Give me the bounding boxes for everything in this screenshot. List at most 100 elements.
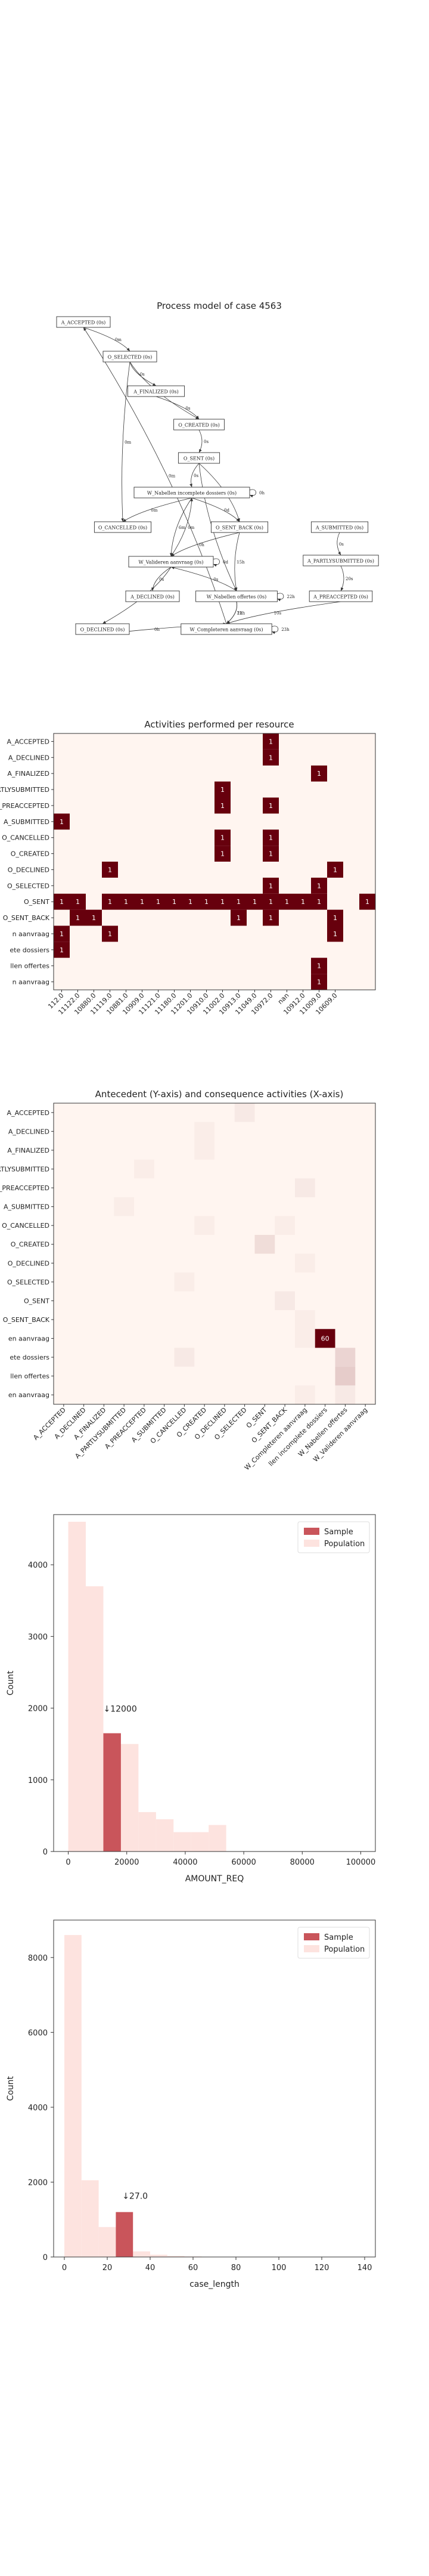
heatmap-y-tick-label: A_ACCEPTED [7, 738, 49, 745]
process-edge-label: 1h [237, 611, 243, 616]
activities-heatmap-title: Activities performed per resource [144, 719, 294, 730]
heatmap-cell [134, 893, 150, 910]
heatmap-cell-value: 1 [124, 898, 128, 906]
heatmap-y-tick-label: A_PREACCEPTED [0, 1184, 49, 1192]
heatmap-y-tick-label: O_DECLINED [8, 1259, 49, 1267]
heatmap-cell [275, 1216, 295, 1235]
heatmap-cell [311, 893, 327, 910]
process-node-label: W_Nabellen incomplete dossiers (0s) [147, 491, 237, 496]
x-tick-label: 100000 [346, 1858, 376, 1867]
process-node-label: A_SUBMITTED (0s) [315, 525, 363, 531]
legend-swatch-sample [304, 1933, 319, 1940]
heatmap-cell-value: 1 [269, 898, 273, 906]
heatmap-cell-value: 1 [269, 738, 273, 745]
legend-label-sample: Sample [324, 1528, 353, 1537]
y-axis-label: Count [6, 2076, 15, 2101]
process-edge [191, 497, 240, 522]
process-edge [121, 361, 130, 522]
heatmap-cell-value: 1 [269, 834, 273, 842]
heatmap-cell-value: 1 [108, 866, 112, 874]
heatmap-cell [166, 893, 182, 910]
heatmap-cell [214, 797, 231, 814]
heatmap-cell [263, 797, 279, 814]
heatmap-cell [263, 846, 279, 862]
heatmap-cell [327, 925, 343, 942]
heatmap-cell-value: 1 [60, 818, 64, 826]
heatmap-cell [102, 925, 118, 942]
process-node-box [133, 487, 250, 499]
heatmap-cell-value: 1 [220, 850, 225, 858]
heatmap-cell [234, 1103, 255, 1122]
heatmap-cell [335, 1385, 356, 1404]
population-bar [68, 1522, 86, 1852]
y-tick-label: 1000 [28, 1776, 48, 1785]
histogram-frame [53, 1919, 376, 2258]
process-edge-label: 10s [274, 611, 282, 616]
heatmap-cell-value: 1 [365, 898, 369, 906]
legend-label-population: Population [324, 1540, 365, 1549]
process-edge [83, 327, 130, 352]
heatmap-cell-value: 1 [237, 898, 241, 906]
heatmap-y-tick-label: A_FINALIZED [7, 770, 49, 778]
process-self-edge [249, 489, 256, 498]
heatmap-cell-value: 1 [269, 802, 273, 810]
process-edge [83, 327, 227, 624]
heatmap-cell [70, 893, 86, 910]
heatmap-cell [194, 1216, 214, 1235]
process-node-label: A_PARTLYSUBMITTED (0s) [307, 559, 374, 564]
process-model-title: Process model of case 4563 [157, 301, 282, 311]
heatmap-cell-value: 1 [76, 914, 80, 922]
population-bar [81, 2180, 99, 2257]
process-node-label: W_Valideren aanvraag (0s) [139, 560, 204, 565]
population-bar [156, 1819, 174, 1852]
process-edge-label: 0m [125, 440, 131, 445]
process-node-label: A_DECLINED (0s) [130, 595, 175, 600]
x-tick-label: 0 [66, 1858, 70, 1867]
process-edge [122, 497, 192, 522]
process-node-label: O_SELECTED (0s) [108, 355, 153, 360]
process-node-box [309, 590, 373, 602]
population-bar [138, 1812, 156, 1852]
heatmap-cell-value: 1 [317, 770, 321, 778]
process-node-box [195, 590, 278, 602]
x-tick-label: 100 [272, 2264, 287, 2272]
legend-label-population: Population [324, 1945, 365, 1954]
heatmap-cell-value: 1 [220, 802, 225, 810]
heatmap-y-tick-label: O_CREATED [11, 850, 49, 858]
process-edge [189, 463, 200, 488]
x-tick-label: 80000 [290, 1858, 315, 1867]
heatmap-cell [311, 765, 327, 782]
heatmap-cell-value: 1 [140, 898, 144, 906]
heatmap-cell [327, 862, 343, 878]
heatmap-cell-value: 1 [92, 914, 96, 922]
heatmap-cell-value: 1 [333, 866, 337, 874]
heatmap-cell [263, 749, 279, 766]
y-tick-label: 4000 [28, 2104, 48, 2113]
heatmap-cell [214, 893, 231, 910]
process-node-box [127, 385, 185, 397]
process-edge-label: 0m [188, 525, 194, 530]
population-bar [64, 1935, 82, 2257]
heatmap-y-tick-label: n aanvraag [13, 979, 49, 986]
y-tick-label: 3000 [28, 1633, 48, 1642]
process-model-chart: Process model of case 4563 0m0s0s1s0s0s0… [56, 301, 379, 635]
x-tick-label: 60000 [231, 1858, 256, 1867]
heatmap-cell-value: 1 [317, 898, 321, 906]
process-edge [226, 601, 238, 624]
heatmap-cell [359, 893, 375, 910]
heatmap-cell [194, 1122, 214, 1141]
process-node-label: A_PREACCEPTED (0s) [313, 595, 368, 600]
process-node-box [125, 590, 180, 602]
heatmap-cell-value: 1 [220, 898, 225, 906]
population-bar [98, 2227, 116, 2257]
heatmap-x-tick-label: A_SUBMITTED [130, 1406, 168, 1444]
process-edge [198, 429, 203, 453]
heatmap-y-tick-label: llen offertes [10, 962, 49, 970]
heatmap-cell [247, 893, 263, 910]
heatmap-annotation: 60 [321, 1335, 329, 1343]
process-edge-label: 0s [213, 577, 218, 582]
heatmap-cell [254, 1234, 275, 1254]
process-edge-label: 15h [237, 560, 245, 565]
heatmap-cell [54, 925, 70, 942]
heatmap-frame [53, 733, 376, 990]
